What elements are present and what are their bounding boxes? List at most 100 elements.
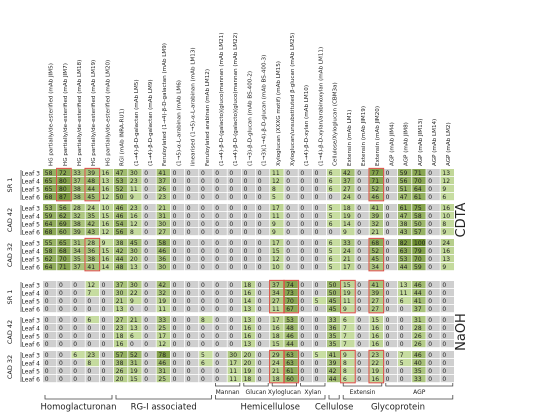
- cell-value: 0: [144, 341, 148, 348]
- heatmap-cell: [241, 212, 256, 220]
- heatmap-cell: [369, 169, 383, 177]
- cell-value: 9: [343, 352, 347, 359]
- heatmap-cell: [114, 375, 128, 383]
- heatmap-cell: [284, 297, 298, 305]
- heatmap-cell: [213, 185, 227, 193]
- heatmap-cell: [128, 316, 142, 324]
- cell-value: 0: [428, 333, 432, 340]
- cell-value: 0: [315, 170, 319, 177]
- heatmap-cell: [256, 367, 270, 375]
- cell-value: 31: [73, 240, 81, 247]
- heatmap-cell: [57, 255, 71, 263]
- heatmap-cell: [383, 228, 398, 236]
- cell-value: 0: [442, 352, 446, 359]
- cell-value: 13: [130, 264, 138, 271]
- heatmap-cell: [199, 239, 213, 247]
- leaf-label: Leaf 3: [22, 352, 41, 359]
- heatmap-cell: [341, 193, 355, 201]
- cell-value: 57: [116, 352, 124, 359]
- heatmap-cell: [99, 289, 114, 297]
- cell-value: 15: [343, 282, 351, 289]
- cell-value: 0: [258, 341, 262, 348]
- cell-value: 11: [130, 186, 138, 193]
- cell-value: 8: [272, 186, 276, 193]
- heatmap-cell: [170, 359, 185, 367]
- leaf-label: Leaf 6: [22, 341, 41, 348]
- heatmap-cell: [312, 263, 327, 271]
- cell-value: 9: [272, 221, 276, 228]
- cell-value: 0: [45, 341, 49, 348]
- cell-value: 0: [300, 264, 304, 271]
- cell-value: 0: [315, 194, 319, 201]
- cell-value: 0: [357, 256, 361, 263]
- cell-value: 48: [286, 325, 294, 332]
- heatmap-cell: [185, 324, 199, 332]
- heatmap-cell: [355, 340, 369, 348]
- heatmap-cell: [256, 324, 270, 332]
- heatmap-cell: [71, 185, 85, 193]
- heatmap-cell: [57, 340, 71, 348]
- cell-value: 36: [87, 248, 95, 255]
- heatmap-cell: [355, 204, 369, 212]
- cell-value: 0: [258, 221, 262, 228]
- heatmap-cell: [440, 169, 454, 177]
- cell-value: 0: [102, 298, 106, 305]
- cell-value: 26: [414, 333, 422, 340]
- cell-value: 0: [357, 221, 361, 228]
- cell-value: 14: [343, 221, 351, 228]
- cell-value: 0: [286, 194, 290, 201]
- heatmap-cell: [213, 316, 227, 324]
- heatmap-cell: [369, 340, 383, 348]
- heatmap-cell: [241, 332, 256, 340]
- cell-value: 0: [45, 333, 49, 340]
- heatmap-cell: [185, 185, 199, 193]
- cell-value: 0: [428, 317, 432, 324]
- cell-value: 0: [258, 325, 262, 332]
- heatmap-cell: [199, 324, 213, 332]
- leaf-label: Leaf 5: [22, 221, 41, 228]
- cell-value: 70: [286, 298, 294, 305]
- heatmap-cell: [341, 255, 355, 263]
- heatmap-cell: [241, 359, 256, 367]
- heatmap-cell: [114, 332, 128, 340]
- cell-value: 68: [45, 229, 53, 236]
- cell-value: 59: [45, 213, 53, 220]
- cell-value: 0: [187, 317, 191, 324]
- heatmap-cell: [398, 359, 412, 367]
- cell-value: 44: [87, 186, 95, 193]
- cell-value: 0: [357, 325, 361, 332]
- cell-value: 0: [315, 213, 319, 220]
- cell-value: 20: [130, 256, 138, 263]
- cell-value: 0: [215, 360, 219, 367]
- heatmap-cell: [369, 255, 383, 263]
- heatmap-cell: [355, 212, 369, 220]
- heatmap-cell: [284, 281, 298, 289]
- cell-value: 0: [144, 317, 148, 324]
- heatmap-cell: [298, 185, 312, 193]
- cell-value: 31: [158, 213, 166, 220]
- heatmap-cell: [57, 220, 71, 228]
- heatmap-cell: [185, 316, 199, 324]
- cell-value: 0: [144, 213, 148, 220]
- heatmap-cell: [213, 228, 227, 236]
- cell-value: 17: [272, 317, 280, 324]
- cell-value: 7: [87, 290, 91, 297]
- cell-value: 0: [357, 317, 361, 324]
- cell-value: 61: [286, 368, 294, 375]
- cell-value: 0: [73, 333, 77, 340]
- cell-value: 0: [357, 368, 361, 375]
- column-header: AGP (mAb JIM13): [418, 119, 424, 166]
- cell-value: 46: [116, 205, 124, 212]
- heatmap-cell: [114, 263, 128, 271]
- cell-value: 62: [45, 256, 53, 263]
- cell-value: 35: [329, 341, 337, 348]
- heatmap-cell: [213, 324, 227, 332]
- heatmap-cell: [270, 351, 284, 359]
- cell-value: 0: [215, 368, 219, 375]
- heatmap-cell: [369, 220, 383, 228]
- heatmap-cell: [327, 324, 341, 332]
- heatmap-cell: [199, 332, 213, 340]
- heatmap-cell: [142, 193, 156, 201]
- cell-value: 0: [258, 352, 262, 359]
- cell-value: 0: [357, 178, 361, 185]
